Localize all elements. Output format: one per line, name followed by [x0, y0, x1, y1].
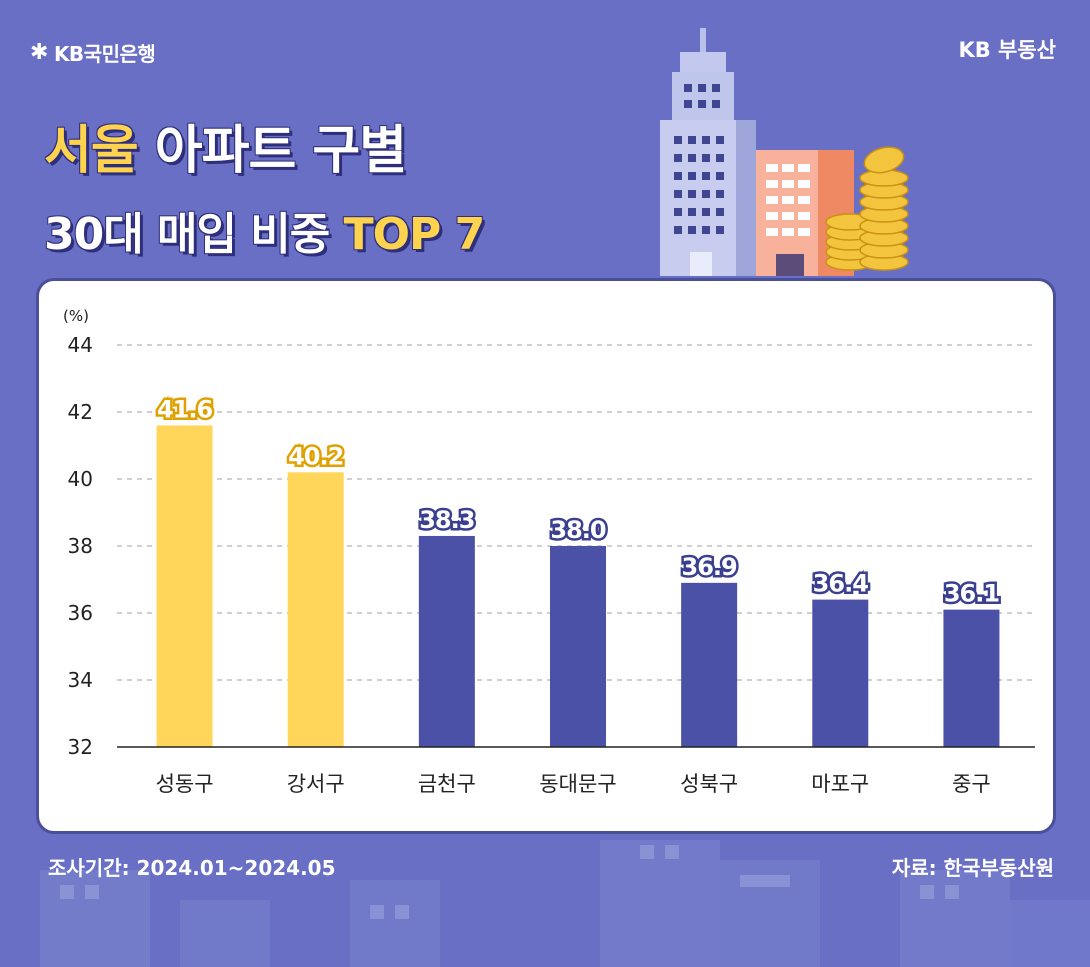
subtitle-main: 30대 매입 비중: [44, 209, 344, 260]
title-highlight: 서울: [44, 121, 139, 181]
bar-value-label: 36.9: [682, 553, 738, 581]
chart-bars: 41.6 40.2 38.3 38.0 36.9 36.4 36.1: [154, 393, 1003, 747]
bank-logo-text: KB국민은행: [53, 42, 156, 66]
y-tick-label: 44: [68, 333, 93, 357]
y-tick-label: 32: [68, 735, 93, 759]
y-unit-label: (%): [63, 307, 89, 325]
data-source: 자료: 한국부동산원: [891, 856, 1054, 880]
bank-logo: ✱ KB국민은행: [30, 38, 156, 67]
bar: [287, 472, 344, 747]
x-category-label: 마포구: [811, 772, 869, 796]
x-category-label: 중구: [952, 772, 991, 796]
y-tick-label: 36: [68, 601, 93, 625]
bar-value-label: 36.4: [813, 570, 869, 598]
chart-grid: [117, 344, 1035, 681]
title-rest: 아파트 구별: [137, 121, 407, 181]
y-axis: (%) 32 34 36 38 40 42 44: [63, 307, 93, 759]
x-axis: 성동구 강서구 금천구 동대문구 성북구 마포구 중구: [117, 746, 1035, 796]
bar-value-label: 36.1: [944, 580, 1000, 608]
x-category-label: 동대문구: [539, 772, 616, 796]
bar: [812, 599, 869, 747]
survey-period: 조사기간: 2024.01~2024.05: [48, 856, 336, 880]
y-tick-label: 34: [68, 668, 93, 692]
bar: [156, 425, 213, 747]
kb-star-icon: ✱: [30, 40, 48, 65]
bar: [550, 546, 606, 747]
bar-value-label: 40.2: [288, 442, 343, 470]
bar-value-label: 38.0: [550, 516, 606, 544]
x-category-label: 금천구: [418, 772, 476, 796]
chart-card: (%) 32 34 36 38 40 42 44 41.6 40.2 38.3 38.0 36.9 36…: [36, 278, 1056, 834]
page-title: 서울 아파트 구별: [44, 108, 407, 183]
y-tick-label: 38: [68, 534, 93, 558]
y-tick-label: 40: [68, 467, 93, 491]
y-tick-label: 42: [68, 400, 93, 424]
subtitle-highlight: TOP 7: [343, 209, 486, 260]
bar-value-label: 38.3: [419, 506, 474, 534]
service-name: KB 부동산: [958, 38, 1056, 62]
bar-chart: (%) 32 34 36 38 40 42 44 41.6 40.2 38.3 38.0 36.9 36…: [63, 307, 1035, 796]
bar: [943, 609, 1000, 747]
x-category-label: 강서구: [287, 772, 345, 796]
x-category-label: 성동구: [156, 772, 214, 796]
bar: [681, 582, 738, 747]
bar-value-label: 41.6: [157, 395, 213, 423]
x-category-label: 성북구: [680, 772, 738, 796]
bar: [418, 535, 475, 747]
page-subtitle: 30대 매입 비중 TOP 7: [44, 198, 486, 262]
